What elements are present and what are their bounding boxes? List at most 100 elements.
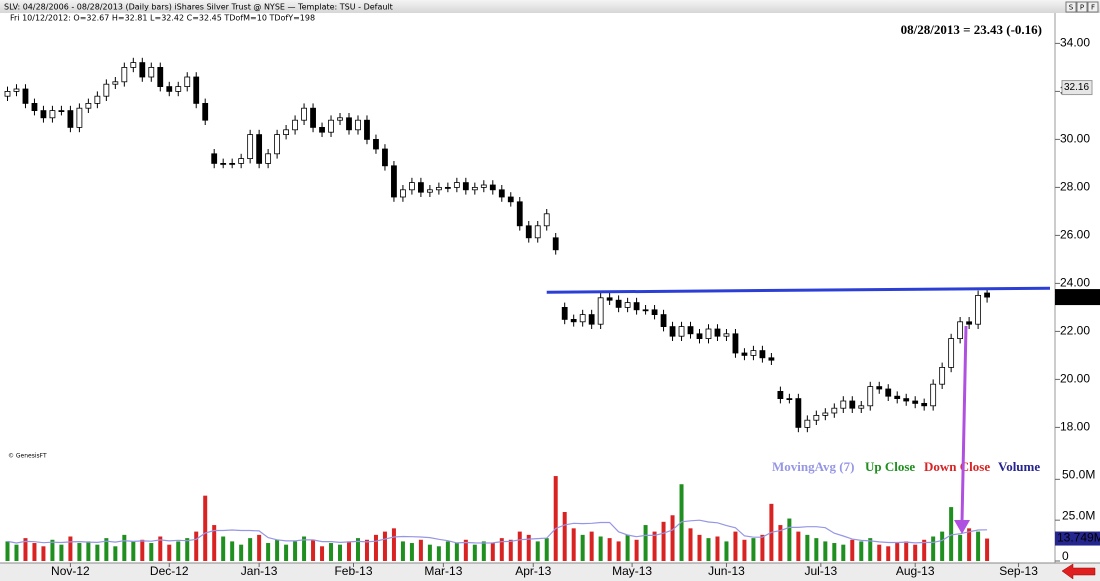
volume-bar — [958, 534, 963, 561]
candle-body — [597, 297, 604, 325]
candle-body — [453, 182, 460, 188]
y-tick-label: 18.00 — [1060, 420, 1090, 434]
candle-body — [588, 314, 595, 325]
volume-bar — [742, 539, 747, 561]
candle-body — [418, 182, 424, 193]
volume-bar — [176, 541, 181, 561]
candle-body — [471, 186, 478, 191]
header-detail: Fri 10/12/2012: O=32.67 H=32.81 L=32.42 … — [10, 14, 315, 23]
volume-bar — [23, 538, 28, 561]
candle-body — [723, 333, 730, 337]
candle-body — [130, 62, 137, 68]
candle-body — [966, 321, 973, 325]
trendline — [546, 286, 1051, 294]
candle-body — [283, 129, 289, 136]
candle-body — [202, 103, 209, 121]
button-label[interactable]: P — [1080, 4, 1084, 12]
last-price-box — [1055, 289, 1100, 306]
x-tick-label: Feb-13 — [334, 564, 372, 578]
volume-bar — [203, 495, 208, 561]
volume-bar — [427, 544, 432, 561]
candle-body — [615, 299, 622, 308]
volume-bar — [751, 538, 756, 561]
volume-bar — [5, 541, 10, 561]
candle-body — [444, 186, 451, 189]
volume-bar — [886, 546, 891, 561]
x-tick-label: Aug-13 — [896, 564, 935, 578]
y2-tick-label: 50.0M — [1062, 468, 1095, 482]
volume-bar — [104, 538, 109, 561]
volume-bar — [59, 544, 64, 561]
volume-bar — [823, 541, 828, 561]
button[interactable] — [1065, 1, 1077, 13]
candle-body — [346, 117, 352, 131]
candle-body — [435, 186, 442, 191]
header-bar — [0, 0, 1100, 13]
candle-body — [957, 321, 964, 339]
header: SLV: 04/28/2006 - 08/28/2013 (Daily bars… — [4, 3, 393, 12]
volume-bar — [526, 534, 531, 561]
volume-bar — [562, 512, 567, 561]
candle-body — [13, 88, 20, 92]
volume-bar — [796, 531, 801, 561]
volume-bar — [266, 543, 271, 561]
volume-bar — [320, 546, 325, 561]
x-tick-label: Nov-12 — [51, 564, 90, 578]
button-label[interactable]: F — [1091, 4, 1095, 12]
volume-bar — [158, 536, 163, 561]
candle-body — [193, 76, 200, 104]
moving-average-line — [7, 519, 988, 544]
candle-body — [274, 134, 281, 155]
volume-bar — [418, 539, 423, 561]
volume-bar — [985, 538, 990, 561]
scroll-arrow[interactable] — [1061, 563, 1096, 580]
volume-bar — [391, 528, 396, 561]
volume-bar — [68, 536, 73, 561]
candle-body — [777, 390, 784, 399]
y-tick-label: 30.00 — [1060, 132, 1090, 146]
candle-body — [67, 110, 74, 128]
volume-bar — [472, 544, 477, 561]
volume-bar — [895, 543, 900, 561]
last-volume-box — [1055, 531, 1100, 546]
volume-bar — [706, 538, 711, 561]
candle-body — [22, 88, 29, 104]
candle-body — [355, 119, 361, 131]
annotation-arrow — [960, 325, 968, 523]
candle-body — [660, 314, 667, 328]
x-tick-label: Jan-13 — [241, 564, 278, 578]
volume-bar — [850, 539, 855, 561]
volume-bar — [814, 538, 819, 561]
volume-bar — [913, 544, 918, 561]
x-tick-label: Jun-13 — [708, 564, 745, 578]
marker-box — [1061, 80, 1093, 96]
button[interactable] — [1087, 1, 1099, 13]
candle-body — [310, 107, 316, 128]
candle-body — [912, 400, 919, 404]
button-label[interactable]: S — [1069, 4, 1074, 12]
volume-bar — [859, 541, 864, 561]
marker-label: 32.16 — [1064, 82, 1089, 93]
volume-bar — [41, 546, 46, 561]
candle-body — [85, 103, 92, 109]
volume-bar — [877, 544, 882, 561]
y2-tick-label: 25.0M — [1062, 508, 1095, 522]
button[interactable] — [1076, 1, 1088, 13]
candle-body — [786, 398, 793, 401]
volume-bar — [661, 521, 666, 561]
volume-bar — [347, 541, 352, 561]
y2-tick-label: 0 — [1062, 549, 1069, 563]
candle-body — [256, 134, 263, 164]
candle-body — [975, 294, 982, 325]
volume-bar — [904, 541, 909, 561]
x-tick-label: Sep-13 — [999, 564, 1038, 578]
volume-bar — [841, 544, 846, 561]
last-price-label: 23.43 — [1057, 289, 1087, 303]
candle-body — [391, 165, 397, 198]
volume-bar — [949, 507, 954, 561]
candle-body — [462, 182, 469, 191]
volume-bar — [544, 538, 549, 561]
volume-bar — [940, 531, 945, 561]
candle-body — [984, 292, 990, 298]
volume-bar — [517, 531, 522, 561]
